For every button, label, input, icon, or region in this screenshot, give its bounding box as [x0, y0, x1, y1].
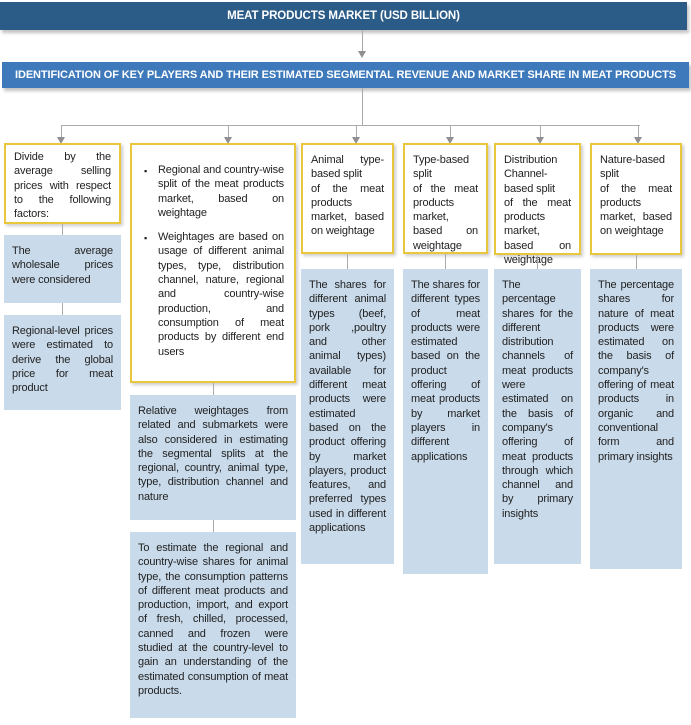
step-box-nature: Nature-based split of the meat products …	[590, 143, 682, 255]
connector-line	[445, 254, 446, 269]
column-nature-split: Nature-based split of the meat products …	[590, 143, 682, 569]
connector-line	[62, 224, 63, 235]
column-regional-split: Regional and country-wise split of the m…	[130, 143, 296, 718]
bullet-item: Weightages are based on usage of differe…	[144, 230, 284, 359]
page-title: MEAT PRODUCTS MARKET (USD BILLION)	[227, 10, 460, 22]
note-nature-shares: The percentage shares for nature of meat…	[590, 269, 682, 569]
note-consumption-patterns: To estimate the regional and country-wis…	[130, 532, 296, 718]
arrow-down-icon	[352, 137, 360, 144]
step-box-animal-type: Animal type-based split of the meat prod…	[301, 143, 394, 254]
step-box-pricing-factors: Divide by the average selling prices wit…	[4, 143, 121, 224]
arrow-down-icon	[536, 137, 544, 144]
connector-line	[638, 125, 639, 138]
note-type-shares: The shares for different types of meat p…	[403, 269, 488, 574]
connector-line	[62, 303, 63, 315]
subtitle-bar: IDENTIFICATION OF KEY PLAYERS AND THEIR …	[2, 62, 689, 107]
connector-line	[356, 125, 357, 138]
arrow-down-icon	[634, 137, 642, 144]
arrow-down-icon	[224, 137, 232, 144]
column-type-split: Type-based split of the meat products ma…	[403, 143, 488, 574]
note-distribution-channel-shares: The percentage shares for the different …	[494, 269, 581, 564]
arrow-down-icon	[446, 137, 454, 144]
note-relative-weightages: Relative weightages from related and sub…	[130, 395, 296, 520]
column-distribution-channel-split: Distribution Channel-based split of the …	[494, 143, 581, 564]
arrow-down-icon	[358, 51, 366, 58]
connector-line	[61, 125, 62, 138]
connector-line	[212, 520, 214, 532]
step-box-distribution-channel: Distribution Channel-based split of the …	[494, 143, 581, 266]
bullet-item: Regional and country-wise split of the m…	[144, 163, 284, 220]
connector-line	[450, 125, 451, 138]
subtitle-text: IDENTIFICATION OF KEY PLAYERS AND THEIR …	[15, 69, 676, 107]
note-regional-prices: Regional-level prices were estimated to …	[4, 315, 121, 410]
bullet-icon	[144, 163, 158, 220]
bullet-icon	[144, 230, 158, 359]
connector-line	[362, 88, 363, 125]
step-box-type: Type-based split of the meat products ma…	[403, 143, 488, 254]
column-animal-type-split: Animal type-based split of the meat prod…	[301, 143, 394, 564]
bullet-text: Weightages are based on usage of differe…	[158, 231, 284, 358]
arrow-down-icon	[57, 137, 65, 144]
connector-line	[61, 125, 640, 126]
connector-line	[537, 255, 538, 269]
connector-line	[635, 255, 637, 269]
connector-line	[347, 254, 348, 269]
column-pricing-factors: Divide by the average selling prices wit…	[4, 143, 121, 410]
connector-line	[212, 383, 214, 395]
connector-line	[228, 125, 229, 138]
bullet-text: Regional and country-wise split of the m…	[158, 164, 284, 219]
step-box-regional-split: Regional and country-wise split of the m…	[130, 143, 296, 383]
connector-line	[540, 125, 541, 138]
connector-line	[362, 30, 363, 52]
note-wholesale-prices: The average wholesale prices were consid…	[4, 235, 121, 303]
title-bar: MEAT PRODUCTS MARKET (USD BILLION)	[0, 2, 687, 30]
note-animal-type-shares: The shares for different animal types (b…	[301, 269, 394, 564]
